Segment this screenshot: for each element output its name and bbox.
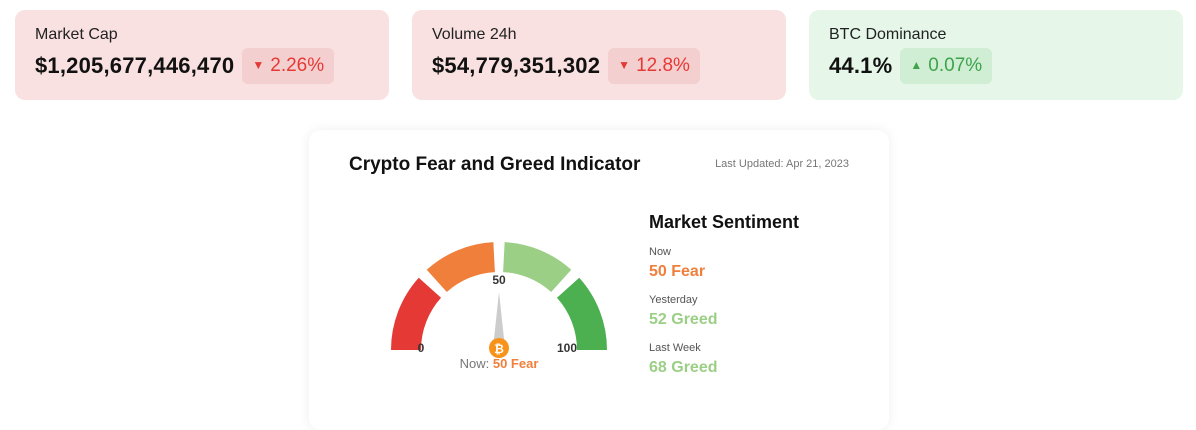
sentiment-item-now: Now 50 Fear bbox=[649, 245, 869, 283]
stat-card-btc-dominance: BTC Dominance 44.1% ▲ 0.07% bbox=[809, 10, 1183, 100]
stat-line: $54,779,351,302 ▼ 12.8% bbox=[432, 48, 766, 84]
gauge-segment-greed bbox=[503, 242, 572, 293]
triangle-up-icon: ▲ bbox=[910, 58, 923, 72]
stat-card-volume-24h: Volume 24h $54,779,351,302 ▼ 12.8% bbox=[412, 10, 786, 100]
gauge-needle bbox=[493, 292, 505, 348]
gauge-segment-fear bbox=[426, 242, 495, 293]
gauge-mid-label: 50 bbox=[492, 273, 506, 287]
triangle-down-icon: ▼ bbox=[252, 58, 265, 72]
caption-prefix: Now: bbox=[459, 356, 490, 371]
gauge-segment-extreme-fear bbox=[391, 277, 442, 350]
stat-label: BTC Dominance bbox=[829, 26, 947, 43]
change-badge: ▲ 0.07% bbox=[900, 48, 993, 84]
stat-card-market-cap: Market Cap $1,205,677,446,470 ▼ 2.26% bbox=[15, 10, 389, 100]
sentiment-label: Yesterday bbox=[649, 294, 698, 306]
fear-greed-gauge: ₿ 0 50 100 Now: 50 Fear bbox=[379, 220, 619, 380]
bitcoin-icon: ₿ bbox=[489, 338, 509, 358]
fear-greed-card: Crypto Fear and Greed Indicator Last Upd… bbox=[309, 130, 889, 430]
change-badge: ▼ 2.26% bbox=[242, 48, 335, 84]
svg-text:₿: ₿ bbox=[494, 342, 504, 356]
change-value: 12.8% bbox=[636, 55, 690, 76]
sentiment-value: 68 Greed bbox=[649, 359, 718, 376]
stat-value: $1,205,677,446,470 bbox=[35, 53, 235, 78]
stat-value: $54,779,351,302 bbox=[432, 53, 601, 78]
sentiment-value: 52 Greed bbox=[649, 311, 718, 328]
stat-line: 44.1% ▲ 0.07% bbox=[829, 48, 1163, 84]
market-sentiment: Market Sentiment Now 50 Fear Yesterday 5… bbox=[649, 212, 869, 389]
sentiment-item-yesterday: Yesterday 52 Greed bbox=[649, 293, 869, 331]
stat-label: Market Cap bbox=[35, 26, 118, 43]
stat-value: 44.1% bbox=[829, 53, 893, 78]
gauge-svg: ₿ 0 50 100 bbox=[391, 242, 607, 358]
stat-label: Volume 24h bbox=[432, 26, 517, 43]
change-value: 2.26% bbox=[270, 55, 325, 76]
gauge-caption: Now: 50 Fear bbox=[379, 356, 619, 371]
sentiment-label: Last Week bbox=[649, 342, 701, 354]
sentiment-item-last-week: Last Week 68 Greed bbox=[649, 341, 869, 379]
sentiment-label: Now bbox=[649, 246, 672, 258]
gauge-min-label: 0 bbox=[418, 341, 425, 355]
stat-line: $1,205,677,446,470 ▼ 2.26% bbox=[35, 48, 369, 84]
sentiment-heading: Market Sentiment bbox=[649, 212, 800, 232]
triangle-down-icon: ▼ bbox=[618, 58, 631, 72]
sentiment-value: 50 Fear bbox=[649, 263, 706, 280]
last-updated: Last Updated: Apr 21, 2023 bbox=[715, 158, 849, 170]
stats-row: Market Cap $1,205,677,446,470 ▼ 2.26% Vo… bbox=[0, 0, 1196, 110]
caption-value: 50 Fear bbox=[492, 356, 539, 371]
change-value: 0.07% bbox=[928, 55, 983, 76]
gauge-segment-extreme-greed bbox=[556, 277, 607, 350]
change-badge: ▼ 12.8% bbox=[608, 48, 700, 84]
gauge-max-label: 100 bbox=[557, 341, 577, 355]
fear-greed-title: Crypto Fear and Greed Indicator bbox=[349, 154, 641, 175]
